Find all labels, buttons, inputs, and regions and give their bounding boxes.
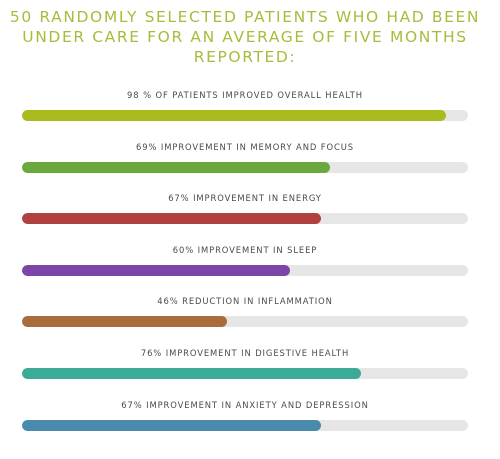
bar-fill-inflammation (22, 316, 228, 328)
bar-label-anxiety-depression: 67% IMPROVEMENT IN ANXIETY AND DEPRESSIO… (121, 399, 369, 410)
bar-track-inflammation (22, 316, 468, 328)
bar-track-digestive-health (22, 367, 468, 379)
bar-fill-energy (22, 213, 321, 225)
headline-line-3: REPORTED: (193, 48, 297, 66)
bar-fill-sleep (22, 264, 290, 276)
bar-item-energy: 67% IMPROVEMENT IN ENERGY (22, 192, 468, 244)
headline-line-2: UNDER CARE FOR AN AVERAGE OF FIVE MONTHS (22, 28, 468, 46)
bar-item-inflammation: 46% REDUCTION IN INFLAMMATION (22, 295, 468, 347)
bar-fill-digestive-health (22, 367, 361, 379)
bar-track-sleep (22, 264, 468, 276)
bar-label-overall-health: 98 % OF PATIENTS IMPROVED OVERALL HEALTH (127, 90, 363, 100)
bar-item-memory-focus: 69% IMPROVEMENT IN MEMORY AND FOCUS (22, 141, 468, 193)
bar-track-memory-focus (22, 161, 468, 173)
bar-label-sleep: 60% IMPROVEMENT IN SLEEP (172, 244, 318, 255)
progress-bar-list: 98 % OF PATIENTS IMPROVED OVERALL HEALTH… (22, 89, 468, 450)
bar-item-digestive-health: 76% IMPROVEMENT IN DIGESTIVE HEALTH (22, 347, 468, 399)
bar-fill-memory-focus (22, 161, 330, 173)
bar-track-anxiety-depression (22, 419, 468, 431)
headline: 50 RANDOMLY SELECTED PATIENTS WHO HAD BE… (0, 7, 490, 67)
headline-line-1: 50 RANDOMLY SELECTED PATIENTS WHO HAD BE… (9, 8, 481, 26)
bar-fill-overall-health (22, 110, 446, 121)
bar-fill-anxiety-depression (22, 419, 321, 431)
bar-track-energy (22, 213, 468, 225)
bar-label-inflammation: 46% REDUCTION IN INFLAMMATION (157, 296, 333, 307)
bar-item-sleep: 60% IMPROVEMENT IN SLEEP (22, 244, 468, 296)
bar-label-energy: 67% IMPROVEMENT IN ENERGY (168, 193, 322, 204)
bar-item-overall-health: 98 % OF PATIENTS IMPROVED OVERALL HEALTH (22, 89, 468, 141)
bar-track-overall-health (22, 110, 468, 121)
bar-label-memory-focus: 69% IMPROVEMENT IN MEMORY AND FOCUS (136, 141, 354, 152)
bar-item-anxiety-depression: 67% IMPROVEMENT IN ANXIETY AND DEPRESSIO… (22, 399, 468, 451)
bar-label-digestive-health: 76% IMPROVEMENT IN DIGESTIVE HEALTH (140, 347, 350, 358)
